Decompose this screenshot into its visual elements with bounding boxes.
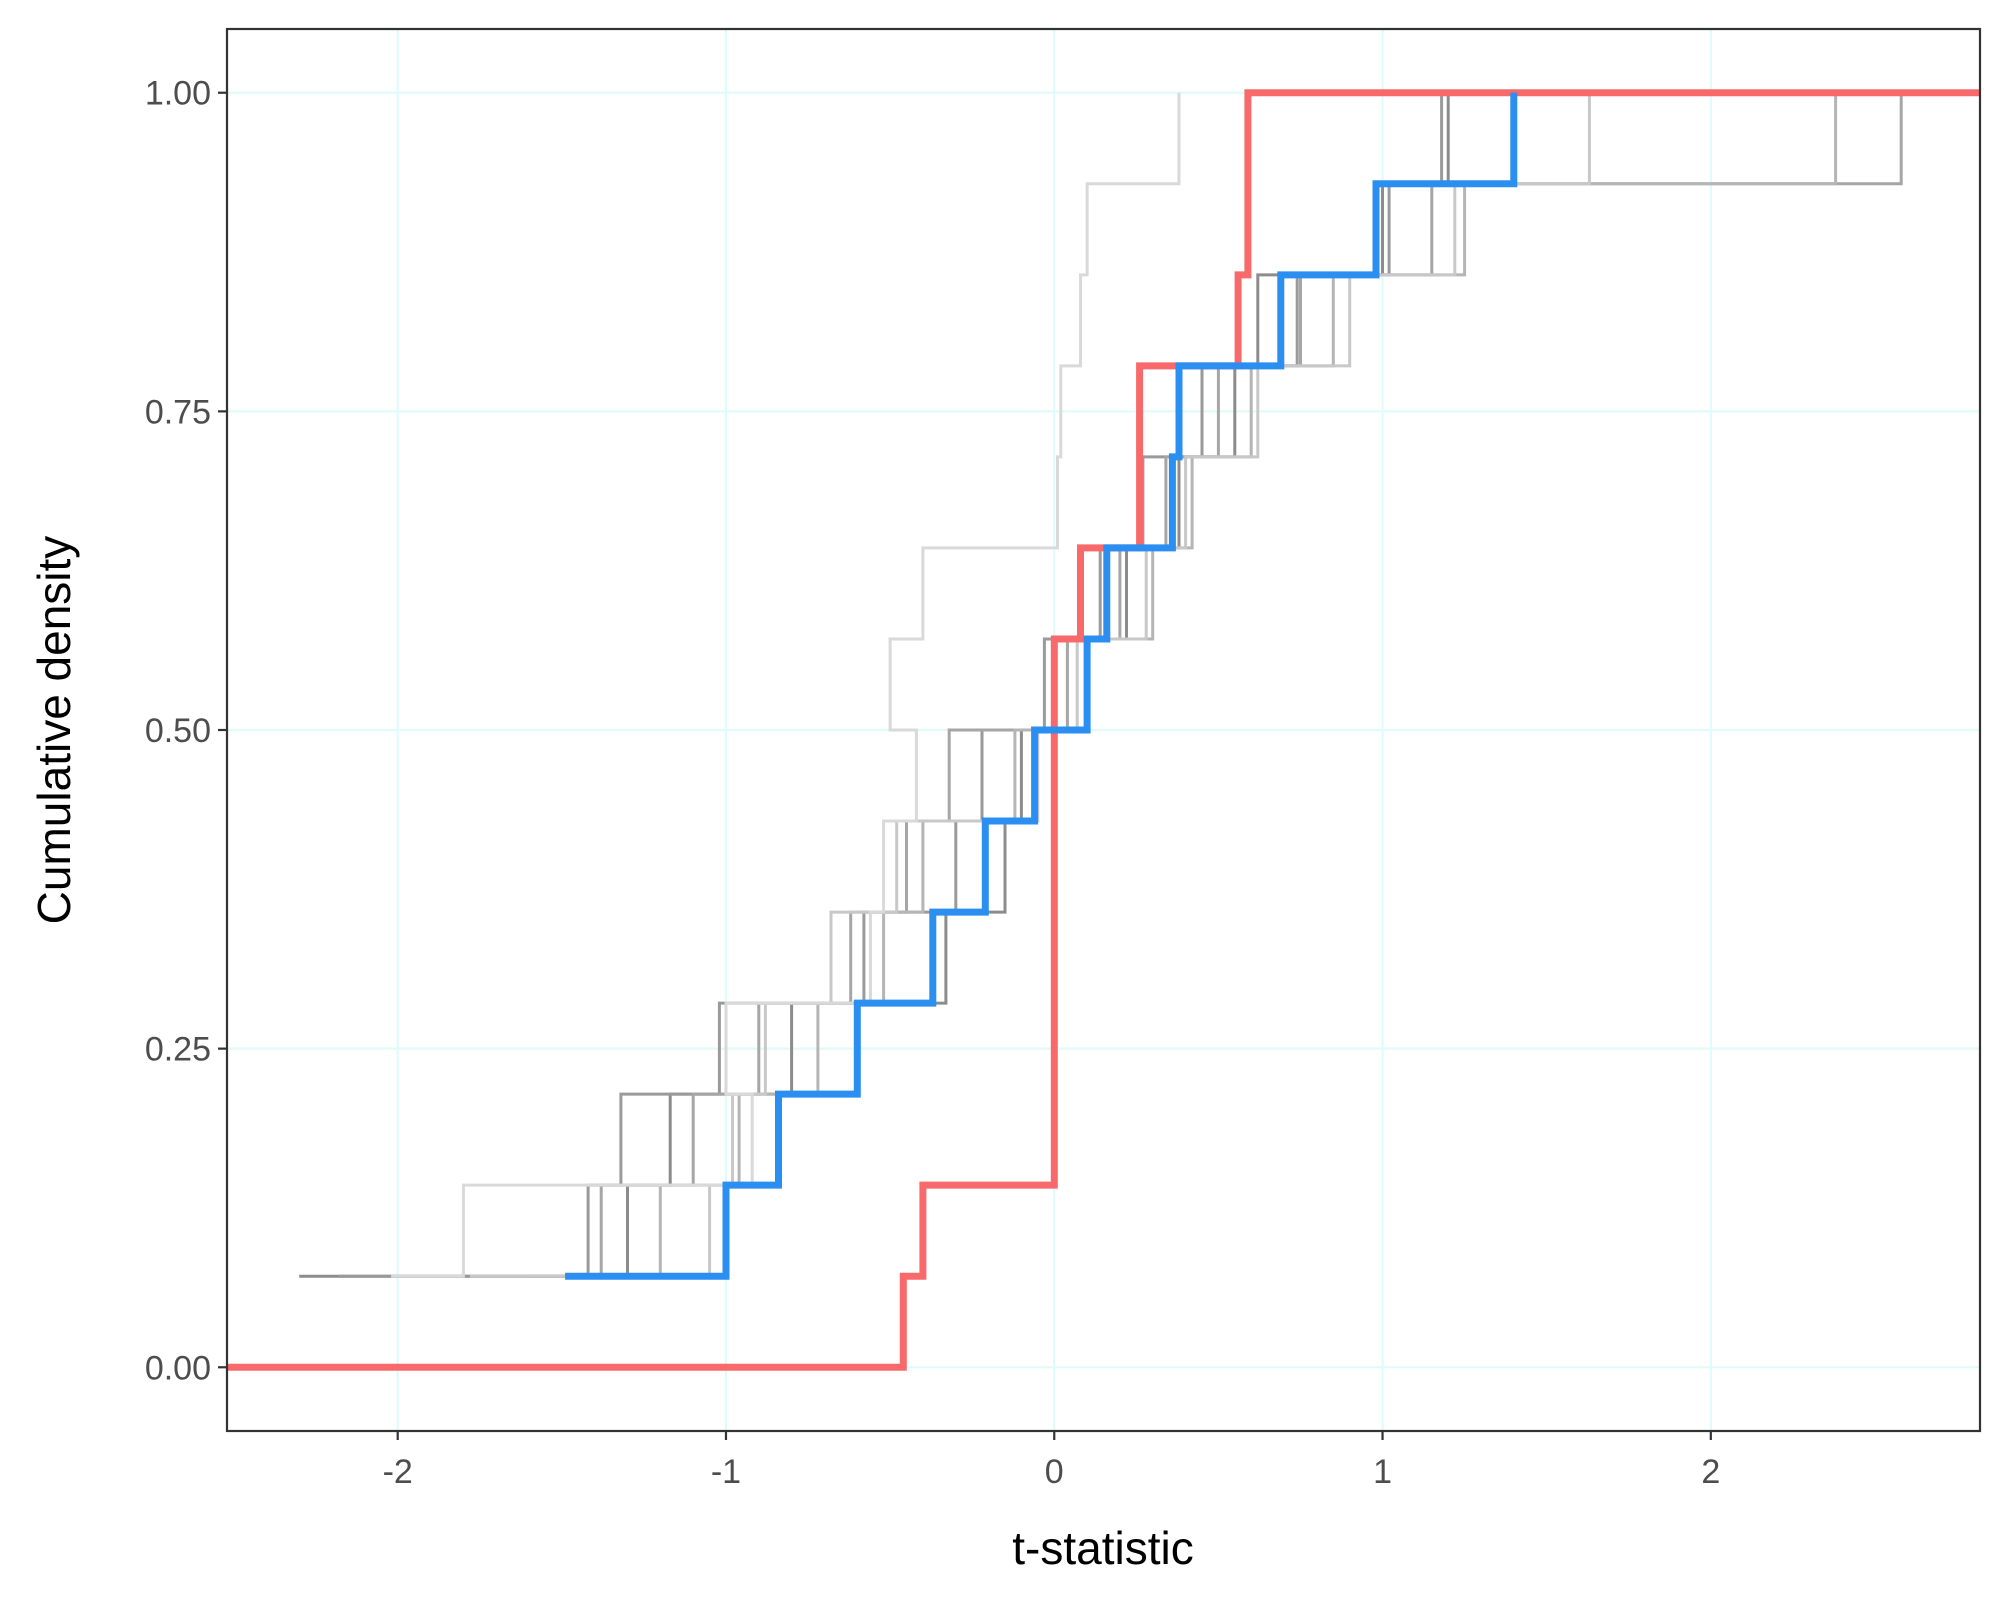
tick-layer: -2 -1 0 1 2 0.00 0.25 0.50 0.75 1.00 bbox=[145, 75, 1720, 1491]
x-tick-label: 1 bbox=[1373, 1453, 1392, 1491]
series-layer bbox=[227, 89, 1980, 1371]
x-tick-label: 0 bbox=[1045, 1453, 1064, 1491]
background-ecdf-line-6 bbox=[391, 92, 1181, 1278]
x-tick-label: -1 bbox=[711, 1453, 741, 1491]
background-ecdf-line-4 bbox=[607, 92, 1838, 1278]
highlight-ecdf-line-red bbox=[227, 89, 1980, 1371]
x-axis-title: t-statistic bbox=[1012, 1522, 1193, 1574]
background-ecdf-line-5 bbox=[469, 92, 1591, 1278]
y-tick-label: 0.25 bbox=[145, 1031, 211, 1069]
y-tick-label: 1.00 bbox=[145, 75, 211, 113]
y-tick-label: 0.00 bbox=[145, 1349, 211, 1387]
x-tick-label: -2 bbox=[383, 1453, 413, 1491]
highlight-ecdf-line-blue bbox=[565, 92, 1518, 1280]
grid-layer bbox=[227, 29, 1980, 1431]
y-axis-title: Cumulative density bbox=[28, 536, 80, 925]
y-tick-label: 0.75 bbox=[145, 393, 211, 431]
y-tick-label: 0.50 bbox=[145, 712, 211, 750]
background-ecdf-line-3 bbox=[529, 92, 1903, 1278]
background-ecdf-line-1 bbox=[299, 92, 1450, 1278]
x-tick-label: 2 bbox=[1701, 1453, 1720, 1491]
